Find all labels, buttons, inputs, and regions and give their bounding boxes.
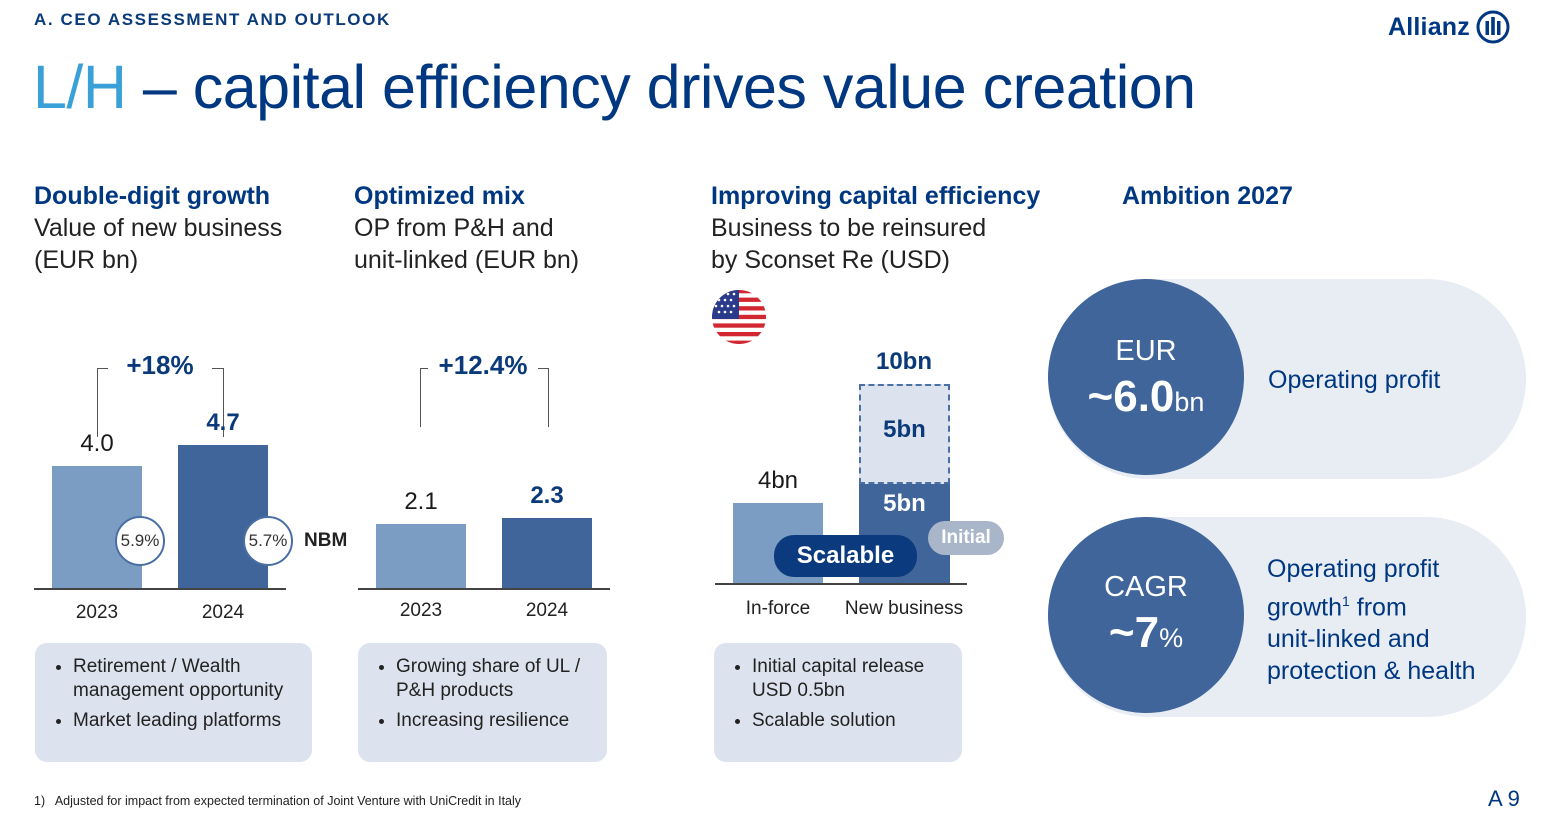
ambition2-label-growth: growth — [1267, 593, 1343, 622]
title-highlight: L/H — [33, 53, 127, 121]
col1-sub2: (EUR bn) — [34, 246, 139, 274]
chart1-value-label-2024: 4.7 — [206, 409, 240, 437]
initial-tag: Initial — [928, 521, 1004, 555]
chart1-axis — [34, 588, 286, 590]
col3-heading-block: Improving capital efficiency Business to… — [711, 180, 1040, 276]
chart3-scalable-segment-label: 5bn — [883, 416, 926, 443]
nbm-label: NBM — [304, 530, 348, 551]
allianz-logo: Allianz — [1388, 8, 1510, 46]
ambition2-label-line1: Operating profit — [1267, 555, 1440, 583]
chart1-nbm-2024: 5.7% — [243, 516, 293, 566]
logo-text: Allianz — [1388, 12, 1470, 41]
col2-heading: Optimized mix — [354, 182, 525, 210]
col2-sub2: unit-linked (EUR bn) — [354, 246, 580, 274]
col1-note-box: Retirement / Wealth management opportuni… — [35, 643, 312, 762]
ambition2-value: ~7 — [1108, 608, 1160, 657]
col3-bullet: Scalable solution — [752, 709, 948, 733]
chart2-year-2024: 2024 — [525, 600, 569, 621]
ambition-circle-1: EUR ~6.0bn — [1048, 279, 1244, 475]
scalable-tag: Scalable — [774, 535, 917, 577]
chart3-value-label-newbusiness: 10bn — [875, 348, 932, 375]
col2-growth: +12.4% — [428, 350, 538, 381]
page-number: A 9 — [1488, 786, 1520, 811]
chart2-year-2023: 2023 — [399, 600, 443, 621]
ambition2-label: Operating profit growth1 from unit-linke… — [1267, 553, 1475, 687]
ambition2-label-line3: unit-linked and — [1267, 625, 1430, 654]
ambition2-top: CAGR — [1104, 571, 1188, 603]
ambition-circle-2: CAGR ~7% — [1048, 517, 1244, 713]
footnote-marker: 1 — [1342, 593, 1350, 609]
col2-bullet: Increasing resilience — [396, 709, 593, 733]
chart2-bar-2024 — [502, 518, 592, 588]
chart1-bar-2024 — [178, 445, 268, 588]
us-flag-icon — [712, 290, 766, 344]
col3-bullet: Initial capital release USD 0.5bn — [752, 655, 948, 703]
chart1-value-label-2023: 4.0 — [80, 430, 114, 458]
chart3-value-label-inforce: 4bn — [757, 467, 799, 495]
chart1-year-2024: 2024 — [201, 602, 245, 623]
col3-sub2: by Sconset Re (USD) — [711, 246, 950, 274]
ambition1-label: Operating profit — [1268, 366, 1441, 394]
chart2-bar-2023 — [376, 524, 466, 588]
allianz-eagle-icon — [1476, 10, 1510, 44]
col2-bullet: Growing share of UL / P&H products — [396, 655, 593, 703]
chart3-category-newbusiness: New business — [844, 598, 964, 619]
ambition2-unit: % — [1159, 623, 1184, 653]
chart2-value-label-2023: 2.1 — [404, 488, 438, 516]
chart3-bar-scalable-segment — [859, 384, 950, 484]
col1-bullet: Market leading platforms — [73, 709, 298, 733]
section-label: A. CEO ASSESSMENT AND OUTLOOK — [34, 10, 391, 29]
ambition2-label-line2: growth1 from — [1267, 585, 1475, 623]
col3-note-box: Initial capital release USD 0.5bn Scalab… — [714, 643, 962, 762]
ambition1-value: ~6.0 — [1087, 372, 1175, 421]
chart3-category-inforce: In-force — [745, 598, 811, 619]
col1-sub1: Value of new business — [34, 214, 283, 242]
chart1-year-2023: 2023 — [75, 602, 119, 623]
col3-sub1: Business to be reinsured — [711, 214, 987, 242]
col4-heading: Ambition 2027 — [1122, 182, 1293, 210]
col2-sub1: OP from P&H and — [354, 214, 554, 242]
chart2-axis — [358, 588, 610, 590]
chart3-initial-segment-label: 5bn — [883, 489, 926, 517]
footnote: 1) Adjusted for impact from expected ter… — [34, 794, 522, 808]
ambition2-value-line: ~7% — [1048, 608, 1244, 658]
col1-heading: Double-digit growth — [34, 182, 271, 210]
ambition2-label-from: from — [1349, 593, 1407, 622]
chart1-nbm-2023: 5.9% — [115, 516, 165, 566]
col1-growth: +18% — [108, 350, 212, 381]
col2-note-box: Growing share of UL / P&H products Incre… — [358, 643, 607, 762]
col3-heading: Improving capital efficiency — [711, 182, 1041, 210]
ambition1-value-line: ~6.0bn — [1048, 372, 1244, 422]
col1-bullet: Retirement / Wealth management opportuni… — [73, 655, 298, 703]
ambition2-label-line4: protection & health — [1267, 657, 1476, 686]
ambition1-unit: bn — [1174, 387, 1205, 417]
page-title: L/H – capital efficiency drives value cr… — [33, 52, 1196, 122]
ambition1-top: EUR — [1115, 335, 1177, 367]
chart3-axis — [715, 583, 967, 585]
col2-heading-block: Optimized mix OP from P&H and unit-linke… — [354, 180, 579, 276]
title-rest: – capital efficiency drives value creati… — [126, 53, 1196, 121]
chart2-value-label-2024: 2.3 — [530, 482, 564, 510]
col1-heading-block: Double-digit growth Value of new busines… — [34, 180, 282, 276]
